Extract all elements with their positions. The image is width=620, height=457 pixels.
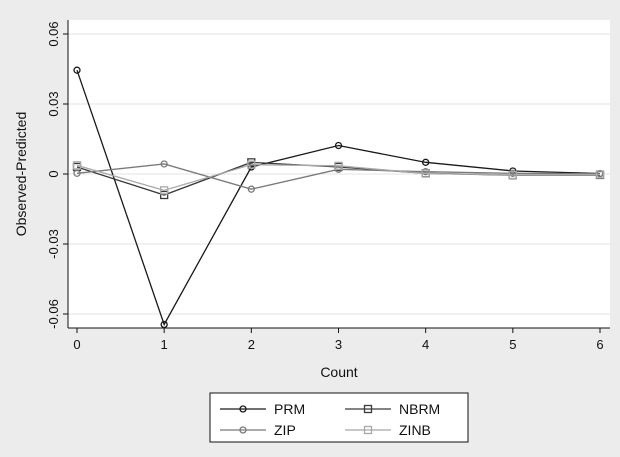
legend-label: PRM: [274, 401, 305, 417]
point-zinb: [72, 161, 82, 170]
point-zinb: [334, 161, 343, 170]
point-prm: [334, 141, 343, 150]
legend-label: NBRM: [399, 401, 440, 417]
point-zinb: [508, 170, 517, 180]
legend-item-nbrm: NBRM: [345, 401, 440, 417]
y-tick-label: -0.06: [46, 299, 61, 329]
x-tick-label: 4: [422, 337, 429, 352]
point-prm: [160, 320, 168, 329]
point-zip: [73, 169, 81, 177]
point-zinb: [247, 160, 256, 169]
legend-item-zip: ZIP: [220, 422, 296, 438]
y-axis-title: Observed-Predicted: [13, 112, 29, 237]
legend-swatch-marker: [363, 425, 373, 435]
x-axis-title: Count: [320, 364, 357, 380]
x-tick-label: 6: [596, 337, 603, 352]
x-tick-label: 3: [335, 337, 342, 352]
point-prm: [73, 66, 81, 74]
point-zinb: [160, 186, 169, 195]
y-tick-label: -0.03: [46, 229, 61, 259]
y-tick-label: 0: [46, 170, 61, 177]
legend-label: ZINB: [399, 422, 431, 438]
point-zinb: [421, 169, 430, 178]
grid: [68, 33, 610, 315]
series: [72, 66, 605, 329]
point-zinb: [595, 170, 605, 179]
point-zip: [160, 160, 168, 168]
x-tick-label: 1: [161, 337, 168, 352]
y-tick-label: 0.03: [46, 91, 61, 116]
y-ticks: -0.06 -0.03 0 0.03 0.06: [46, 21, 68, 329]
x-tick-label: 2: [248, 337, 255, 352]
legend-swatch-marker: [239, 426, 247, 434]
series-zinb: [72, 160, 605, 195]
x-ticks: 0 1 2 3 4 5 6: [73, 328, 604, 352]
legend-item-prm: PRM: [220, 401, 305, 417]
legend: PRM NBRM ZIP ZINB: [209, 392, 469, 443]
x-tick-label: 5: [509, 337, 516, 352]
point-zip: [247, 185, 255, 193]
point-nbrm: [160, 190, 169, 200]
legend-label: ZIP: [274, 422, 296, 438]
x-tick-label: 0: [73, 337, 80, 352]
legend-item-zinb: ZINB: [345, 422, 431, 438]
point-prm: [422, 158, 430, 166]
legend-box: [209, 392, 469, 443]
series-line-zinb: [76, 164, 601, 192]
legend-swatch-marker: [239, 405, 247, 413]
legend-swatch-marker: [363, 404, 373, 414]
y-tick-label: 0.06: [46, 21, 61, 46]
